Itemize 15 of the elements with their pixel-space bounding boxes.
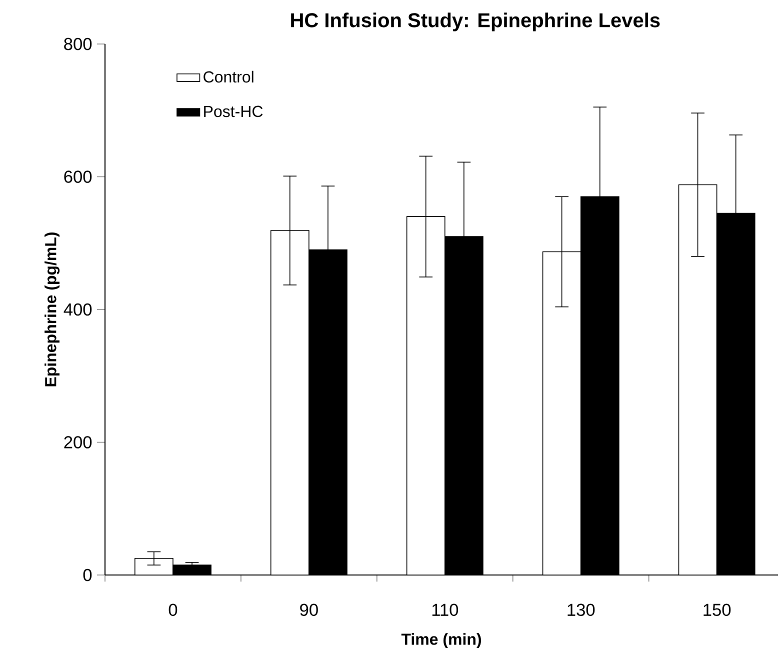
y-tick-label: 800	[64, 38, 92, 50]
x-tick-label: 150	[704, 604, 731, 616]
x-tick-label: 90	[300, 604, 318, 616]
y-tick-label: 400	[64, 303, 92, 316]
x-tick-label: 130	[568, 604, 595, 616]
y-axis-title: Epinephrine (pg/mL)	[44, 232, 60, 386]
chart-title: HC Infusion Study: Epinephrine Levels	[291, 12, 660, 32]
y-tick-label: 600	[64, 170, 92, 183]
x-tick-label: 0	[168, 604, 178, 616]
legend-label: Post-HC	[204, 106, 263, 118]
x-tick-label: 110	[432, 604, 458, 616]
legend-label: Control	[204, 70, 254, 83]
x-axis-title: Time (min)	[401, 633, 482, 648]
y-tick-label: 0	[83, 568, 92, 582]
y-tick-label: 200	[64, 436, 92, 448]
